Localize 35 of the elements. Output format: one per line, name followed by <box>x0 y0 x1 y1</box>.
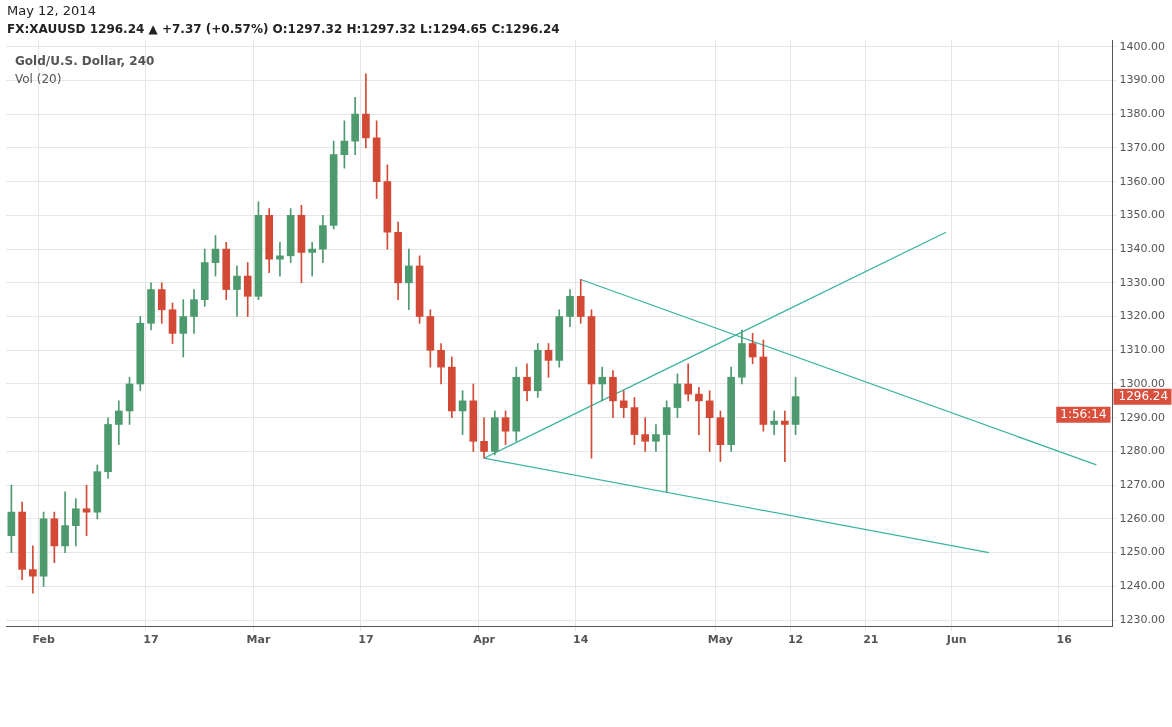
y-tick-label: 1400.00 <box>1119 39 1166 53</box>
y-tick-label: 1380.00 <box>1119 107 1166 121</box>
text: 1296.24 <box>1118 388 1169 403</box>
y-tick-label: 1260.00 <box>1119 511 1166 525</box>
y-tick-label: 1250.00 <box>1119 545 1166 559</box>
x-tick-label: Feb <box>32 633 55 647</box>
y-tick-label: 1370.00 <box>1119 140 1166 154</box>
x-tick-label: May <box>707 633 733 647</box>
y-tick-label: 1290.00 <box>1119 410 1166 424</box>
y-tick-label: 1360.00 <box>1119 174 1166 188</box>
y-tick-label: 1300.00 <box>1119 376 1166 390</box>
x-tick-label: 17 <box>143 633 159 647</box>
y-tick-label: 1240.00 <box>1119 579 1166 593</box>
x-tick-label: 21 <box>863 633 879 647</box>
y-tick-label: 1390.00 <box>1119 73 1166 87</box>
chart-title: May 12, 2014 <box>7 3 96 18</box>
annotation: 1:56:14 <box>1060 406 1107 421</box>
y-tick-label: 1270.00 <box>1119 478 1166 492</box>
y-tick-label: 1310.00 <box>1119 343 1166 357</box>
x-tick-label: 16 <box>1056 633 1073 647</box>
x-tick-label: Mar <box>246 633 271 647</box>
y-tick-label: 1230.00 <box>1119 612 1166 626</box>
x-tick-label: 17 <box>358 633 374 647</box>
y-tick-label: 1340.00 <box>1119 241 1166 255</box>
annotation: Vol (20) <box>15 71 63 88</box>
x-tick-label: Apr <box>473 633 496 647</box>
y-tick-label: 1350.00 <box>1119 208 1166 222</box>
x-tick-label: 12 <box>787 633 804 647</box>
chart-subtitle: FX:XAUUSD 1296.24 ▲ +7.37 (+0.57%) O:1297.32 H:1297.32 L:1294.65 C:1296.24 <box>7 22 560 36</box>
y-tick-label: 1330.00 <box>1119 275 1166 289</box>
x-tick-label: Jun <box>945 633 967 647</box>
y-tick-label: 1280.00 <box>1119 444 1166 458</box>
y-tick-label: 1320.00 <box>1119 309 1166 323</box>
annotation: Gold/U.S. Dollar, 240 <box>15 53 155 70</box>
x-tick-label: 14 <box>573 633 589 647</box>
